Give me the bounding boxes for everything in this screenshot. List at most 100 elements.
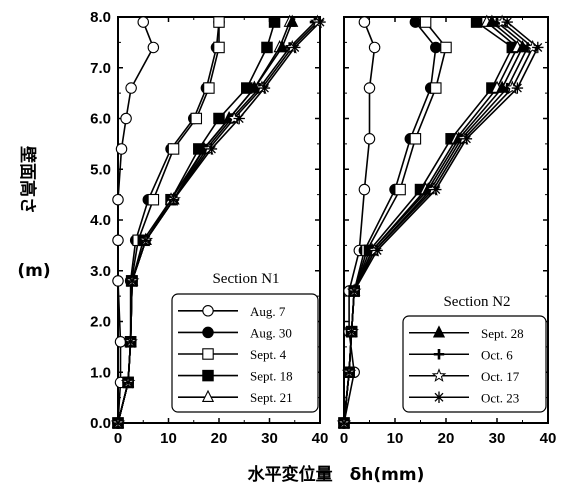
data-point-aug-30	[430, 41, 442, 54]
legend-marker	[201, 389, 215, 402]
data-point-aug-7	[368, 41, 381, 54]
panel-title: Section N2	[443, 294, 510, 310]
panel-title: Section N1	[212, 271, 279, 287]
legend-marker	[202, 348, 214, 360]
x-tick-label: 20	[211, 430, 228, 447]
data-point-aug-7	[363, 133, 376, 145]
y-tick-label: 6.0	[90, 111, 111, 128]
legend-label: Sept. 21	[250, 390, 293, 405]
y-tick-label: 5.0	[90, 161, 111, 178]
legend-entry-aug-7: Aug. 7	[178, 304, 286, 319]
data-point-aug-7	[112, 193, 124, 206]
x-tick-label: 10	[160, 430, 177, 447]
data-point-sept-18	[261, 41, 273, 54]
x-tick-label: 0	[114, 430, 122, 447]
data-point-aug-7	[125, 82, 137, 94]
data-point-oct-23	[289, 41, 301, 54]
legend-label: Aug. 7	[250, 304, 286, 319]
x-tick-label: 0	[340, 430, 348, 447]
series-line-oct-23	[343, 21, 539, 424]
legend-label: Aug. 30	[250, 325, 292, 340]
y-tick-label: 0.0	[90, 415, 111, 432]
y-tick-label: 2.0	[90, 314, 111, 331]
legend-box	[402, 315, 547, 413]
panel-section-n2: 0 10 20 30 40 Section N2 Sept. 28 Oct. 6 Oct. 17…	[336, 14, 557, 447]
data-point-aug-7	[115, 143, 128, 155]
data-point-oct-23	[205, 143, 218, 155]
data-point-oct-23	[233, 112, 245, 125]
legend: Sept. 28 Oct. 6 Oct. 17 Oct. 23	[402, 315, 547, 413]
legend-entry-oct-23: Oct. 23	[409, 390, 519, 405]
data-point-sept-4	[213, 16, 225, 28]
legend-entry-sept-18: Sept. 18	[178, 369, 293, 384]
data-point-aug-7	[137, 16, 150, 28]
x-tick-label: 40	[312, 430, 329, 447]
legend-marker	[202, 369, 214, 382]
legend-label: Sept. 4	[250, 347, 287, 362]
data-point-aug-7	[120, 112, 132, 125]
data-point-aug-7	[363, 82, 376, 94]
data-point-aug-7	[358, 16, 371, 28]
data-point-sept-4	[190, 112, 203, 125]
legend-entry-sept-28: Sept. 28	[409, 325, 524, 341]
data-point-oct-23	[167, 194, 180, 206]
data-point-oct-23	[343, 366, 355, 378]
data-point-oct-23	[112, 417, 124, 429]
data-point-oct-23	[345, 325, 358, 338]
x-tick-label: 20	[438, 430, 455, 447]
data-point-sept-28	[286, 14, 299, 27]
legend-marker	[433, 391, 445, 403]
data-point-sept-4	[203, 82, 215, 94]
y-axis-unit: (m)	[17, 261, 50, 281]
data-point-oct-23	[371, 244, 383, 257]
data-point-oct-23	[338, 417, 350, 429]
data-point-oct-23	[124, 336, 137, 348]
legend-marker	[433, 349, 445, 360]
data-point-aug-7	[112, 234, 124, 247]
panel-section-n1: 0.0 1.0 2.0 3.0 4.0 5.0 6.0 7.0 8.0 0 10 20 30 40 Sect…	[90, 9, 328, 447]
series-line-aug-7	[343, 21, 376, 424]
data-point-oct-23	[258, 82, 271, 94]
y-tick-label: 1.0	[90, 364, 111, 381]
data-point-oct-23	[348, 285, 360, 297]
legend-box	[171, 293, 319, 413]
data-point-sept-4	[419, 16, 432, 28]
data-point-oct-23	[126, 275, 138, 287]
data-point-sept-4	[394, 183, 406, 196]
data-point-oct-23	[430, 183, 442, 196]
data-point-aug-7	[147, 41, 160, 54]
data-point-sept-4	[147, 193, 160, 206]
legend: Aug. 7 Aug. 30 Sept. 4 Sept. 18 Sept. 21	[171, 293, 319, 413]
data-point-oct-23	[501, 16, 513, 28]
data-point-sept-4	[440, 41, 452, 54]
legend-entry-aug-30: Aug. 30	[178, 325, 292, 340]
data-point-oct-23	[511, 82, 524, 94]
data-point-oct-23	[532, 41, 544, 54]
data-point-oct-23	[140, 234, 152, 246]
y-tick-label: 7.0	[90, 60, 111, 77]
x-tick-label: 30	[489, 430, 506, 447]
legend-label: Oct. 6	[481, 347, 513, 362]
x-tick-label: 10	[387, 430, 404, 447]
data-point-sept-4	[167, 143, 180, 155]
legend-marker	[202, 305, 214, 317]
x-tick-label: 30	[261, 430, 278, 447]
y-tick-label: 4.0	[90, 212, 111, 229]
legend-label: Oct. 23	[481, 390, 519, 405]
data-point-aug-7	[114, 336, 127, 348]
data-point-aug-30	[409, 16, 422, 28]
x-tick-label: 40	[540, 430, 557, 447]
y-tick-label: 8.0	[90, 9, 111, 26]
legend-label: Sept. 18	[250, 369, 293, 384]
data-point-oct-23	[314, 16, 326, 28]
data-point-oct-23	[122, 376, 134, 389]
data-point-sept-4	[430, 82, 442, 94]
data-point-sept-4	[409, 133, 422, 145]
legend-entry-oct-17: Oct. 17	[409, 368, 520, 384]
data-point-sept-18	[268, 16, 281, 28]
data-point-sept-18	[213, 112, 225, 125]
data-point-aug-7	[112, 275, 124, 287]
data-point-aug-7	[358, 183, 371, 196]
y-axis-label: 壁面高さ	[17, 146, 38, 214]
